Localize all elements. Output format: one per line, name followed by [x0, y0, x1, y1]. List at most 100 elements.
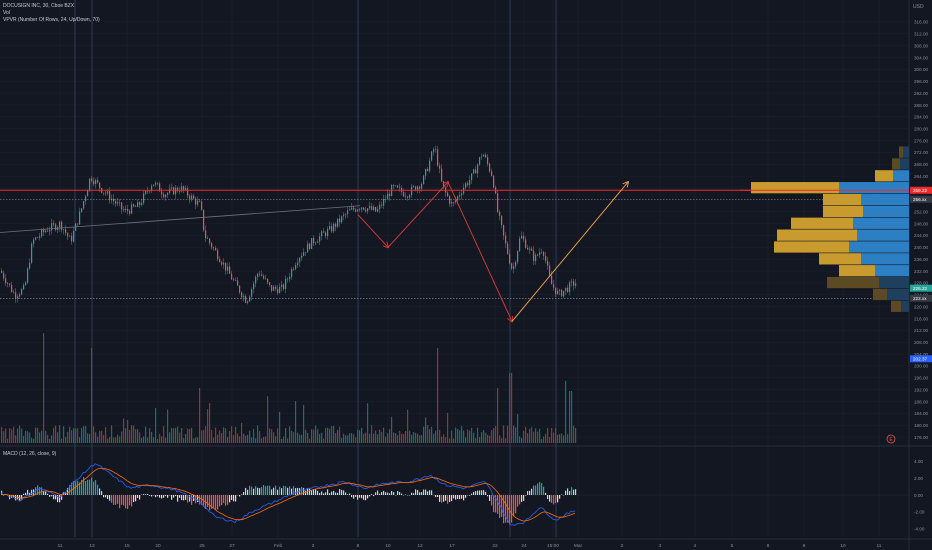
candle-body	[97, 179, 99, 183]
volume-bar	[333, 425, 335, 443]
volume-bar	[51, 435, 53, 443]
candle-body	[353, 207, 355, 210]
macd-histogram-bar	[31, 489, 33, 495]
macd-histogram-bar	[91, 477, 93, 495]
candle-body	[327, 229, 329, 237]
candle-body	[409, 195, 411, 198]
candle-body	[535, 254, 537, 261]
volume-bar	[359, 430, 361, 443]
volume-bar	[301, 434, 303, 443]
vp-down-bar	[899, 146, 903, 158]
candle-body	[373, 206, 375, 210]
volume-bar	[117, 434, 119, 443]
macd-histogram-bar	[539, 482, 541, 495]
candle-body	[349, 209, 351, 211]
candle-body	[433, 149, 435, 152]
candle-body	[307, 243, 309, 253]
macd-histogram-bar	[259, 488, 261, 495]
macd-histogram-bar	[347, 494, 349, 495]
candle-body	[547, 260, 549, 266]
volume-bar	[95, 432, 97, 443]
volume-bar	[53, 427, 55, 443]
volume-bar	[415, 432, 417, 443]
macd-histogram-bar	[365, 495, 367, 501]
candle-body	[67, 232, 69, 237]
volume-bar	[483, 430, 485, 443]
macd-histogram-bar	[135, 495, 137, 502]
volume-bar	[87, 433, 89, 443]
price-tick-label: 228.00	[914, 281, 928, 286]
volume-bar	[357, 429, 359, 443]
volume-bar	[79, 437, 81, 443]
candle-body	[303, 252, 305, 256]
volume-bar	[161, 436, 163, 443]
vp-up-bar	[857, 229, 909, 241]
macd-histogram-bar	[325, 492, 327, 495]
candle-body	[43, 229, 45, 233]
volume-bar	[545, 433, 547, 443]
price-tick-label: 244.00	[914, 233, 928, 238]
macd-histogram-bar	[227, 495, 229, 505]
macd-histogram-bar	[121, 495, 123, 505]
volume-bar	[139, 432, 141, 443]
macd-histogram-bar	[351, 495, 353, 498]
candle-body	[455, 200, 457, 203]
macd-histogram-bar	[451, 495, 453, 502]
candle-body	[273, 286, 275, 291]
macd-histogram-bar	[241, 494, 243, 495]
volume-bar	[285, 428, 287, 443]
vp-down-bar	[777, 229, 857, 241]
vp-up-bar	[879, 276, 909, 289]
volume-bar	[369, 433, 371, 443]
volume-bar	[361, 427, 363, 443]
price-tick-label: 196.00	[914, 376, 928, 381]
vp-up-bar	[900, 158, 909, 170]
currency-label[interactable]: USD	[913, 4, 924, 10]
macd-histogram-bar	[37, 485, 39, 495]
vp-up-bar	[839, 182, 909, 194]
volume-bar	[521, 438, 523, 443]
candle-body	[209, 238, 211, 244]
volume-bar	[487, 434, 489, 443]
volume-bar	[13, 426, 15, 443]
candle-body	[519, 238, 521, 252]
candle-body	[359, 209, 361, 210]
volume-bar	[401, 433, 403, 443]
candle-body	[317, 241, 319, 243]
macd-histogram-bar	[559, 495, 561, 499]
macd-histogram-bar	[295, 488, 297, 495]
vp-up-bar	[849, 241, 909, 253]
candle-body	[103, 192, 105, 194]
volume-bar	[59, 425, 61, 443]
volume-bar	[397, 435, 399, 443]
volume-bar	[445, 437, 447, 443]
macd-histogram-bar	[519, 495, 521, 505]
candle-body	[195, 198, 197, 205]
macd-histogram-bar	[359, 495, 361, 498]
macd-histogram-bar	[487, 495, 489, 497]
volume-bar	[251, 437, 253, 443]
candle-body	[205, 230, 207, 239]
time-tick-label: 17	[449, 543, 455, 549]
macd-histogram-bar	[239, 495, 241, 497]
price-tick-label: 232.00	[914, 269, 928, 274]
macd-histogram-bar	[571, 487, 573, 495]
candle-body	[153, 184, 155, 186]
macd-histogram-bar	[475, 491, 477, 495]
candle-body	[517, 251, 519, 263]
candle-body	[127, 209, 129, 211]
volume-bar	[309, 438, 311, 443]
candle-body	[189, 195, 191, 200]
macd-histogram-bar	[257, 487, 259, 495]
macd-histogram-bar	[21, 495, 23, 501]
macd-histogram-bar	[513, 495, 515, 517]
volume-bar	[289, 426, 291, 443]
volume-bar	[523, 430, 525, 443]
macd-histogram-bar	[371, 494, 373, 495]
candle-body	[453, 202, 455, 203]
volume-bar	[7, 438, 9, 443]
macd-histogram-bar	[471, 493, 473, 495]
macd-histogram-bar	[211, 495, 213, 509]
volume-bar	[313, 429, 315, 443]
